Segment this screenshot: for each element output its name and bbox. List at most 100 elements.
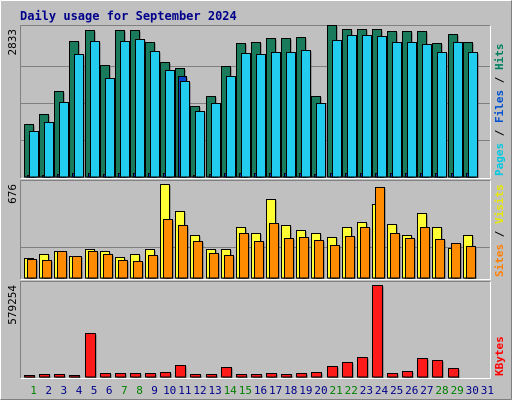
bar-kbytes-day-2 — [39, 374, 50, 378]
legend-visits: Sites / Visits — [493, 184, 506, 277]
bar-pages-day-18 — [286, 52, 296, 178]
day-label-14: 14 — [224, 384, 238, 397]
series-kbytes — [24, 285, 460, 378]
bar-kbytes-day-9 — [145, 373, 156, 378]
bar-sites-day-11 — [178, 225, 188, 279]
bar-pages-day-3 — [59, 102, 69, 178]
bar-kbytes-day-27 — [417, 358, 428, 378]
bar-kbytes-day-26 — [402, 371, 413, 378]
y-max-label-visits: 676 — [6, 184, 19, 204]
bar-sites-day-27 — [420, 227, 430, 279]
day-label-31: 31 — [481, 384, 494, 397]
day-label-2: 2 — [45, 384, 52, 397]
bar-pages-day-26 — [407, 42, 417, 178]
bar-sites-day-30 — [466, 246, 476, 279]
y-max-label-requests: 2833 — [6, 29, 19, 56]
legend-item-visits: Visits — [493, 184, 506, 224]
bar-sites-day-18 — [284, 238, 294, 279]
panel-visits: 676 Sites / Visits — [6, 180, 506, 280]
bar-pages-day-11 — [180, 81, 190, 178]
bar-sites-day-6 — [103, 254, 113, 279]
bar-sites-day-12 — [193, 241, 203, 279]
day-label-17: 17 — [269, 384, 282, 397]
legend-item-files: Files — [493, 90, 506, 123]
bar-pages-day-10 — [165, 70, 175, 178]
bar-kbytes-day-29 — [448, 368, 459, 378]
bar-sites-day-23 — [360, 227, 370, 279]
bar-pages-day-23 — [362, 35, 372, 178]
bar-pages-day-5 — [90, 41, 100, 178]
panel-kbytes: 579254 KBytes — [6, 281, 506, 379]
bar-pages-day-12 — [195, 111, 205, 178]
bar-pages-day-13 — [211, 103, 221, 178]
bar-pages-day-7 — [120, 41, 130, 178]
legend-kbytes: KBytes — [493, 336, 506, 376]
day-label-3: 3 — [60, 384, 67, 397]
bar-sites-day-10 — [163, 219, 173, 279]
bar-sites-day-4 — [72, 256, 82, 279]
day-label-8: 8 — [136, 384, 143, 397]
day-label-7: 7 — [121, 384, 128, 397]
panel-requests: 2833 Pages / Files / Hits — [6, 25, 506, 179]
bar-pages-day-20 — [316, 103, 326, 178]
bar-kbytes-day-14 — [221, 367, 232, 378]
bar-pages-day-25 — [392, 42, 402, 178]
day-label-16: 16 — [254, 384, 267, 397]
bar-kbytes-day-25 — [387, 373, 398, 378]
chart-panels: 2833 Pages / Files / Hits 676 Sites / Visit… — [6, 25, 506, 379]
bar-pages-day-9 — [150, 51, 160, 178]
bar-kbytes-day-19 — [296, 373, 307, 378]
day-label-28: 28 — [435, 384, 448, 397]
bar-kbytes-day-8 — [130, 373, 141, 378]
bar-kbytes-day-3 — [54, 374, 65, 378]
day-label-13: 13 — [208, 384, 221, 397]
bar-kbytes-day-12 — [190, 374, 201, 378]
bar-sites-day-7 — [118, 260, 128, 279]
legend-separator: / — [493, 224, 506, 244]
day-label-20: 20 — [314, 384, 327, 397]
bar-kbytes-day-13 — [206, 374, 217, 378]
bar-kbytes-day-18 — [281, 374, 292, 378]
bar-pages-day-4 — [74, 54, 84, 178]
bar-sites-day-26 — [405, 238, 415, 279]
bar-kbytes-day-20 — [311, 372, 322, 378]
day-label-25: 25 — [390, 384, 403, 397]
day-label-6: 6 — [106, 384, 113, 397]
bar-kbytes-day-21 — [327, 366, 338, 378]
bar-sites-day-15 — [239, 233, 249, 279]
bar-pages-day-6 — [105, 78, 115, 178]
bar-pages-day-30 — [468, 52, 478, 178]
bar-sites-day-29 — [451, 243, 461, 279]
legend-separator: / — [493, 123, 506, 143]
day-label-30: 30 — [466, 384, 479, 397]
legend-item-hits: Hits — [493, 44, 506, 71]
day-label-9: 9 — [151, 384, 158, 397]
bar-sites-day-24 — [375, 187, 385, 279]
bar-pages-day-14 — [226, 76, 236, 178]
bar-sites-day-16 — [254, 241, 264, 279]
day-label-11: 11 — [178, 384, 191, 397]
bar-kbytes-day-15 — [236, 374, 247, 378]
series-sites — [27, 187, 477, 279]
day-label-27: 27 — [420, 384, 433, 397]
bar-sites-day-25 — [390, 233, 400, 279]
bar-pages-day-2 — [44, 122, 54, 178]
bar-pages-day-17 — [271, 52, 281, 178]
day-label-1: 1 — [30, 384, 37, 397]
series-pages — [29, 35, 479, 178]
bar-sites-day-9 — [148, 255, 158, 279]
day-label-18: 18 — [284, 384, 297, 397]
day-label-29: 29 — [451, 384, 464, 397]
bar-pages-day-15 — [241, 53, 251, 178]
day-label-22: 22 — [345, 384, 358, 397]
bar-pages-day-28 — [437, 52, 447, 178]
bar-sites-day-20 — [314, 240, 324, 279]
bar-sites-day-22 — [345, 236, 355, 279]
day-label-24: 24 — [375, 384, 389, 397]
bar-kbytes-day-17 — [266, 373, 277, 378]
day-label-26: 26 — [405, 384, 418, 397]
legend-item-sites: Sites — [493, 244, 506, 277]
chart-title: Daily usage for September 2024 — [20, 9, 237, 23]
day-label-21: 21 — [329, 384, 342, 397]
